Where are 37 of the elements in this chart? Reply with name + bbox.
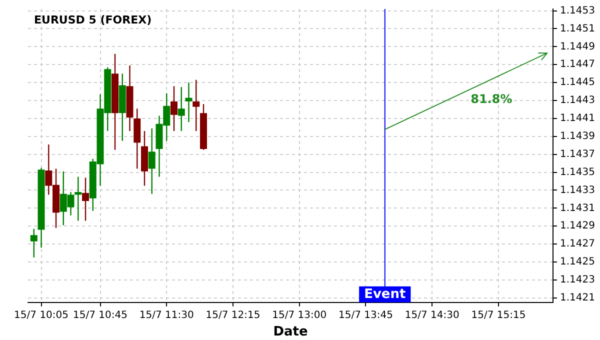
y-tick-label: 1.1445 (560, 77, 596, 88)
candlestick (82, 177, 90, 222)
x-tick-label: 15/7 11:30 (139, 310, 194, 321)
annotation: 81.8% (470, 92, 512, 106)
candlestick (148, 128, 156, 194)
x-tick-label: 15/7 15:15 (471, 310, 526, 321)
x-tick-label: 15/7 13:45 (338, 310, 393, 321)
ref-line-label: Event (364, 286, 406, 302)
candlestick (30, 228, 38, 258)
y-tick-label: 1.1427 (560, 238, 596, 250)
y-tick-label: 1.1443 (560, 95, 596, 106)
y-tick-label: 1.1421 (560, 292, 596, 304)
y-tick-label: 1.1447 (560, 59, 596, 70)
chart-title: EURUSD 5 (FOREX) (34, 13, 152, 26)
candlestick (192, 79, 200, 132)
y-tick-label: 1.1449 (560, 41, 596, 52)
candlestick (74, 176, 82, 222)
candlestick (170, 86, 178, 132)
x-tick-label: 15/7 14:30 (404, 310, 460, 321)
y-tick-label: 1.1439 (560, 131, 596, 142)
y-tick-label: 1.1429 (560, 220, 596, 232)
y-tick-label: 1.1425 (560, 256, 596, 268)
x-tick-label: 15/7 10:45 (73, 310, 128, 321)
y-tick-label: 1.1423 (560, 274, 596, 286)
x-axis-title: Date (273, 324, 308, 340)
y-tick-label: 1.1437 (560, 148, 596, 160)
x-tick-label: 15/7 12:15 (206, 310, 260, 321)
y-tick-label: 1.1435 (560, 166, 596, 178)
candlestick (185, 82, 192, 123)
y-tick-label: 1.1441 (560, 113, 596, 124)
candlestick (178, 86, 185, 132)
y-tick-label: 1.1431 (560, 202, 596, 214)
x-tick-label: 15/7 13:00 (272, 310, 327, 321)
y-tick-label: 1.1433 (560, 184, 596, 196)
y-tick-label: 1.1453 (560, 5, 596, 16)
y-tick-label: 1.1451 (560, 23, 596, 34)
x-tick-label: 15/7 10:05 (14, 310, 68, 321)
